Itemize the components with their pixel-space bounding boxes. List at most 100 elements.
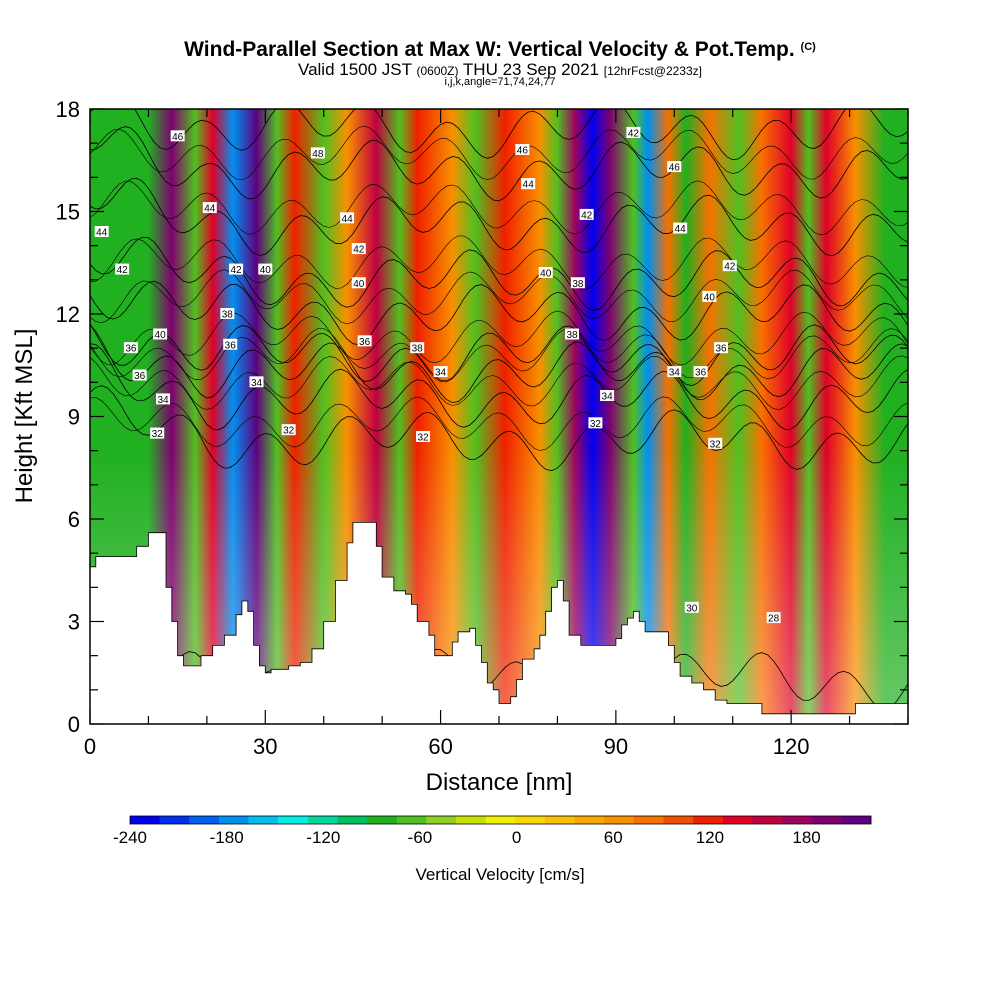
y-tick-label: 3	[68, 610, 80, 635]
theta-contour	[90, 180, 908, 236]
contour-label: 32	[150, 427, 165, 440]
svg-text:32: 32	[417, 433, 429, 444]
contour-label: 38	[220, 308, 235, 321]
contour-label: 34	[600, 390, 615, 403]
svg-text:44: 44	[675, 224, 687, 235]
contour-label: 40	[538, 267, 553, 280]
contour-label: 42	[229, 263, 244, 276]
title-mark: (C)	[800, 41, 816, 53]
colorbar-swatch	[544, 816, 575, 824]
svg-text:44: 44	[523, 180, 535, 191]
colorbar-swatch	[811, 816, 842, 824]
theta-contour	[90, 343, 908, 431]
svg-text:42: 42	[117, 265, 129, 276]
svg-text:44: 44	[342, 214, 354, 225]
contour-label: 44	[521, 178, 536, 191]
y-tick-label: 15	[56, 200, 80, 225]
colorbar-label: -120	[306, 828, 340, 847]
theta-contour	[90, 235, 908, 290]
contour-label: 42	[626, 126, 641, 139]
svg-text:36: 36	[695, 368, 707, 379]
y-tick-label: 12	[56, 302, 80, 327]
colorbar-swatch	[841, 816, 872, 824]
contour-label: 34	[667, 366, 682, 379]
svg-text:38: 38	[572, 279, 584, 290]
colorbar-swatch	[396, 816, 427, 824]
contour-label: 46	[667, 161, 682, 174]
contour-label: 48	[310, 147, 325, 160]
svg-text:36: 36	[359, 337, 371, 348]
colorbar-swatch	[367, 816, 398, 824]
svg-text:38: 38	[222, 310, 234, 321]
colorbar-label: -240	[113, 828, 147, 847]
svg-text:32: 32	[710, 439, 722, 450]
contour-label: 42	[351, 243, 366, 256]
contour-label: 42	[722, 260, 737, 273]
theta-contour	[90, 236, 908, 311]
theta-contour	[90, 126, 908, 202]
svg-text:32: 32	[283, 426, 295, 437]
x-tick-label: 90	[604, 734, 628, 759]
colorbar-label: 0	[512, 828, 521, 847]
contour-label: 32	[416, 431, 431, 444]
chart-indices: i,j,k,angle=71,74,24,77	[444, 76, 556, 88]
svg-text:42: 42	[353, 245, 365, 256]
contour-label: 36	[714, 342, 729, 355]
svg-text:40: 40	[155, 330, 167, 341]
colorbar-swatch	[337, 816, 368, 824]
svg-text:36: 36	[134, 371, 146, 382]
contour-label: 44	[202, 202, 217, 215]
colorbar-swatch	[633, 816, 664, 824]
colorbar-swatch	[456, 816, 486, 824]
svg-text:42: 42	[628, 128, 640, 139]
colorbar: -240 -180 -120 -60 0 60 120 180	[113, 815, 872, 847]
svg-text:28: 28	[768, 614, 780, 625]
contour-label: 44	[94, 226, 109, 239]
svg-text:38: 38	[412, 344, 424, 355]
y-tick-label: 6	[68, 507, 80, 532]
colorbar-label: 60	[604, 828, 623, 847]
svg-text:44: 44	[204, 204, 216, 215]
svg-text:34: 34	[602, 392, 614, 403]
colorbar-swatch	[159, 816, 190, 824]
contour-label: 40	[153, 328, 168, 341]
svg-text:34: 34	[157, 395, 169, 406]
svg-text:40: 40	[260, 265, 272, 276]
theta-contour	[90, 324, 908, 404]
y-tick-label: 18	[56, 97, 80, 122]
contour-label: 30	[684, 601, 699, 614]
contour-label: 34	[156, 393, 171, 406]
svg-text:36: 36	[225, 340, 237, 351]
colorbar-swatch	[426, 816, 457, 824]
colorbar-swatch	[752, 816, 783, 824]
contour-label: 34	[249, 376, 264, 389]
colorbar-swatch	[248, 816, 279, 824]
svg-text:46: 46	[669, 163, 681, 174]
contour-label: 40	[351, 277, 366, 290]
contour-label: 42	[579, 208, 594, 221]
contour-label: 44	[673, 222, 688, 235]
svg-text:34: 34	[669, 368, 681, 379]
colorbar-swatch	[693, 816, 724, 824]
svg-text:44: 44	[96, 228, 108, 239]
colorbar-swatch	[782, 816, 813, 824]
colorbar-swatch	[515, 816, 546, 824]
svg-text:32: 32	[152, 429, 164, 440]
x-tick-label: 60	[428, 734, 452, 759]
contour-label: 36	[132, 369, 147, 382]
contour-label: 32	[708, 437, 723, 450]
svg-text:40: 40	[353, 279, 365, 290]
contour-label: 46	[170, 130, 185, 143]
colorbar-swatch	[130, 816, 160, 824]
svg-text:40: 40	[704, 292, 716, 303]
theta-contour	[90, 396, 908, 451]
svg-text:46: 46	[172, 132, 184, 143]
svg-text:42: 42	[231, 265, 243, 276]
x-tick-label: 30	[253, 734, 277, 759]
contour-label: 40	[702, 290, 717, 303]
svg-text:42: 42	[724, 262, 736, 273]
colorbar-swatch	[218, 816, 249, 824]
contour-label: 38	[570, 277, 585, 290]
contour-label: 32	[588, 417, 603, 430]
